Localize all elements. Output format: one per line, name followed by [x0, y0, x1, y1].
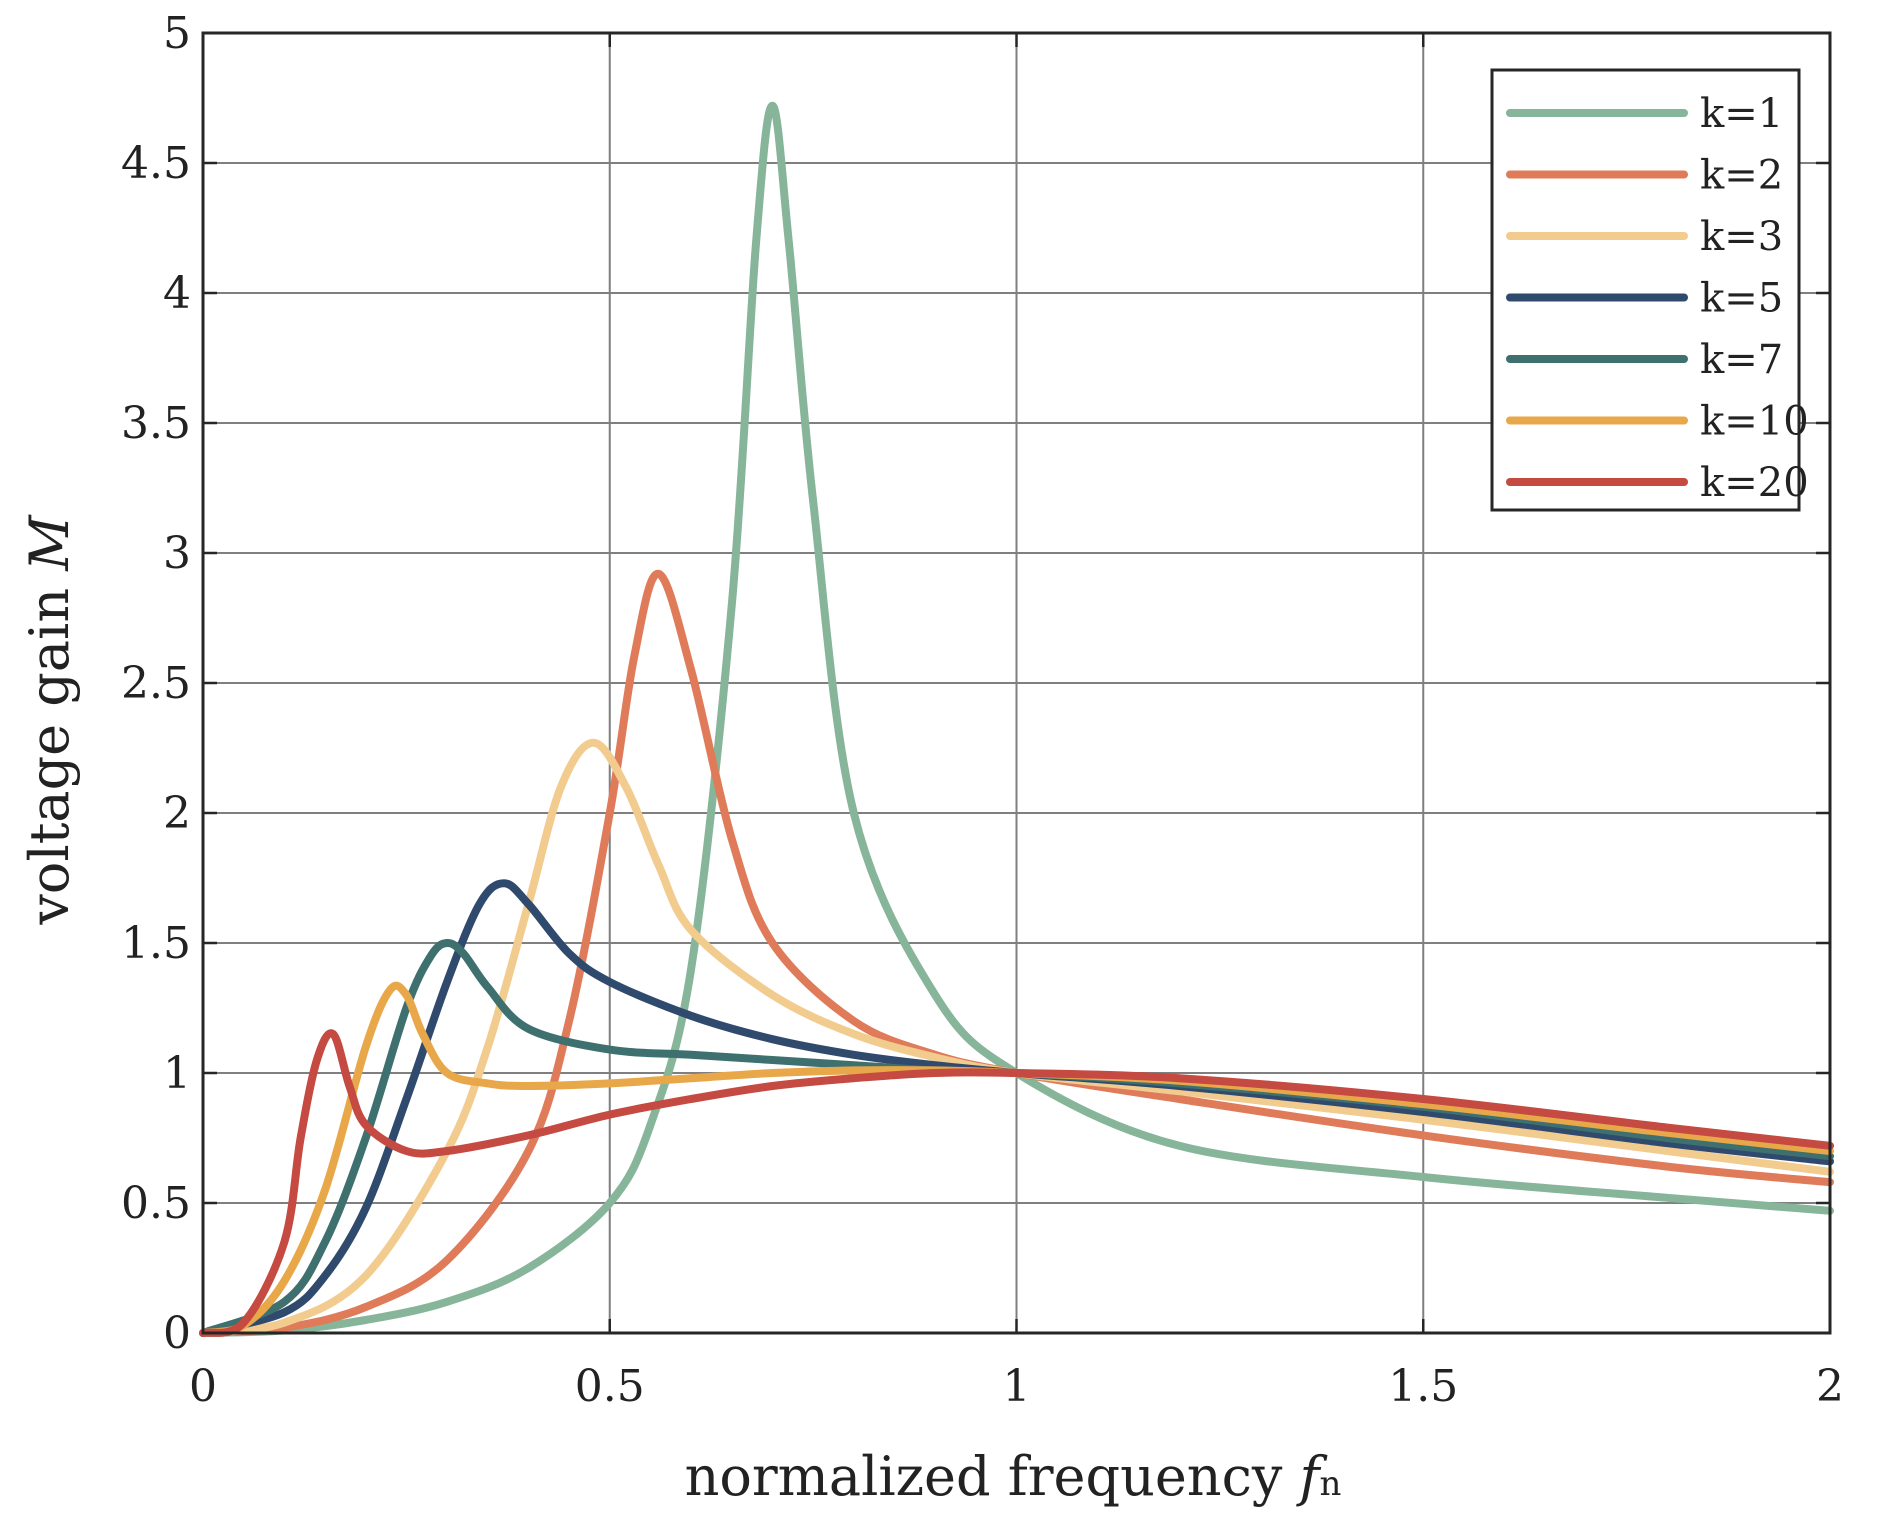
y-tick-label-3: 1.5: [121, 918, 191, 969]
x-tick-label-1: 0.5: [575, 1361, 645, 1412]
ticks-layer: 0 0.5 1 1.5 2 0 0.5 1 1.5 2 2.5 3 3.5 4 4.5 5: [121, 8, 1844, 1412]
y-tick-label-7: 3.5: [121, 398, 191, 449]
legend-label-k20: k=20: [1700, 460, 1809, 506]
legend-box: [1490, 68, 1801, 512]
y-tick-label-0: 0: [163, 1308, 191, 1359]
y-axis-title: voltage gain M: [18, 514, 81, 926]
series-line-k20: [199, 1029, 1834, 1337]
legend-label-k2: k=2: [1700, 153, 1783, 199]
series-layer: [199, 101, 1834, 1337]
legend-label-k7: k=7: [1700, 337, 1783, 383]
y-tick-label-2: 1: [163, 1048, 191, 1099]
x-tick-label-0: 0: [189, 1361, 217, 1412]
legend-label-k3: k=3: [1700, 214, 1783, 260]
legend-items: k=1 k=2 k=3 k=5 k=7 k=10 k=20: [1506, 91, 1809, 506]
y-axis-title-text: voltage gain: [18, 588, 81, 926]
x-tick-label-3: 1.5: [1388, 1361, 1458, 1412]
y-tick-label-8: 4: [163, 268, 191, 319]
y-tick-label-5: 2.5: [121, 658, 191, 709]
x-tick-label-2: 1: [1003, 1361, 1031, 1412]
y-axis-symbol: M: [18, 514, 81, 572]
y-tick-label-6: 3: [163, 528, 191, 579]
legend-label-k5: k=5: [1700, 276, 1783, 322]
y-tick-label-1: 0.5: [121, 1178, 191, 1229]
x-axis-subscript: n: [1320, 1464, 1342, 1504]
x-axis-title-space: [1282, 1445, 1299, 1508]
y-tick-label-10: 5: [163, 8, 191, 59]
x-tick-label-4: 2: [1816, 1361, 1844, 1412]
series-line-k5: [199, 879, 1834, 1337]
legend-label-k1: k=1: [1700, 91, 1783, 137]
x-axis-title: normalized frequency fn: [685, 1445, 1342, 1508]
legend-label-k10: k=10: [1700, 399, 1809, 445]
legend: k=1 k=2 k=3 k=5 k=7 k=10 k=20: [1490, 68, 1809, 512]
y-tick-label-9: 4.5: [121, 138, 191, 189]
series-line-k1: [199, 101, 1834, 1337]
y-tick-label-4: 2: [163, 788, 191, 839]
series-line-k10: [199, 981, 1834, 1337]
y-axis-title-space: [18, 571, 81, 588]
series-line-k2: [199, 569, 1834, 1337]
x-axis-title-text: normalized frequency: [685, 1445, 1283, 1508]
